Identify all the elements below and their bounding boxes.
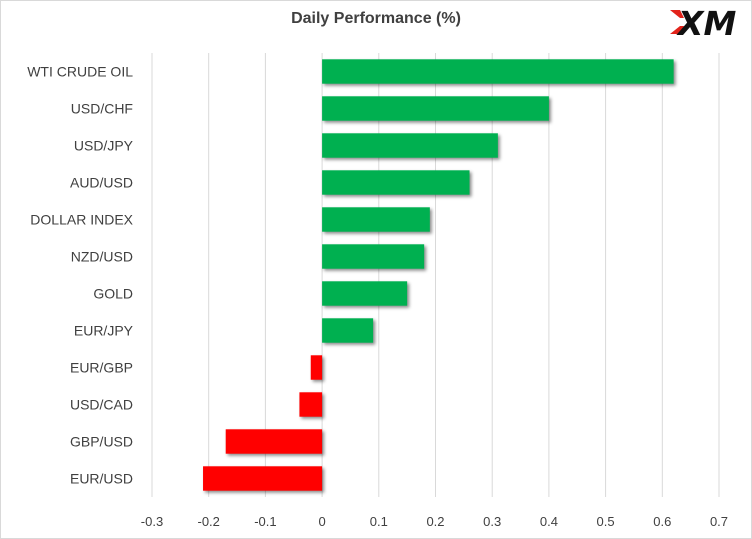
bar-eur-gbp (310, 355, 323, 380)
bar-usd-chf (322, 96, 549, 121)
x-tick-label: -0.2 (197, 514, 219, 529)
bar-usd-jpy (322, 133, 498, 158)
x-tick-label: 0.3 (483, 514, 501, 529)
bar-gbp-usd (225, 429, 323, 454)
bar-nzd-usd (322, 244, 425, 269)
category-label: AUD/USD (70, 175, 133, 191)
x-tick-label: -0.1 (254, 514, 276, 529)
category-label: GOLD (93, 286, 133, 302)
chart-title: Daily Performance (%) (291, 10, 461, 27)
category-label: EUR/USD (70, 471, 133, 487)
category-label: USD/JPY (74, 138, 134, 154)
bar-aud-usd (322, 170, 470, 195)
bar-usd-cad (299, 392, 323, 417)
x-tick-label: 0.1 (370, 514, 388, 529)
x-tick-label: 0.4 (540, 514, 558, 529)
x-tick-label: 0.2 (426, 514, 444, 529)
bar-eur-usd (203, 466, 323, 491)
x-tick-label: 0.5 (597, 514, 615, 529)
category-label: NZD/USD (71, 249, 133, 265)
category-label: EUR/GBP (70, 360, 133, 376)
x-tick-label: 0.7 (710, 514, 728, 529)
category-label: EUR/JPY (74, 323, 134, 339)
category-label: USD/CAD (70, 397, 133, 413)
x-tick-label: 0.6 (653, 514, 671, 529)
x-tick-label: -0.3 (141, 514, 163, 529)
category-label: WTI CRUDE OIL (27, 64, 133, 80)
bar-dollar-index (322, 207, 430, 232)
bar-gold (322, 281, 408, 306)
category-label: GBP/USD (70, 434, 133, 450)
category-label: DOLLAR INDEX (30, 212, 133, 228)
bar-wti-crude-oil (322, 59, 674, 84)
xm-logo: XM (670, 4, 736, 40)
logo-text: XM (676, 4, 736, 40)
bar-eur-jpy (322, 318, 374, 343)
category-label: USD/CHF (71, 101, 133, 117)
x-tick-label: 0 (318, 514, 325, 529)
